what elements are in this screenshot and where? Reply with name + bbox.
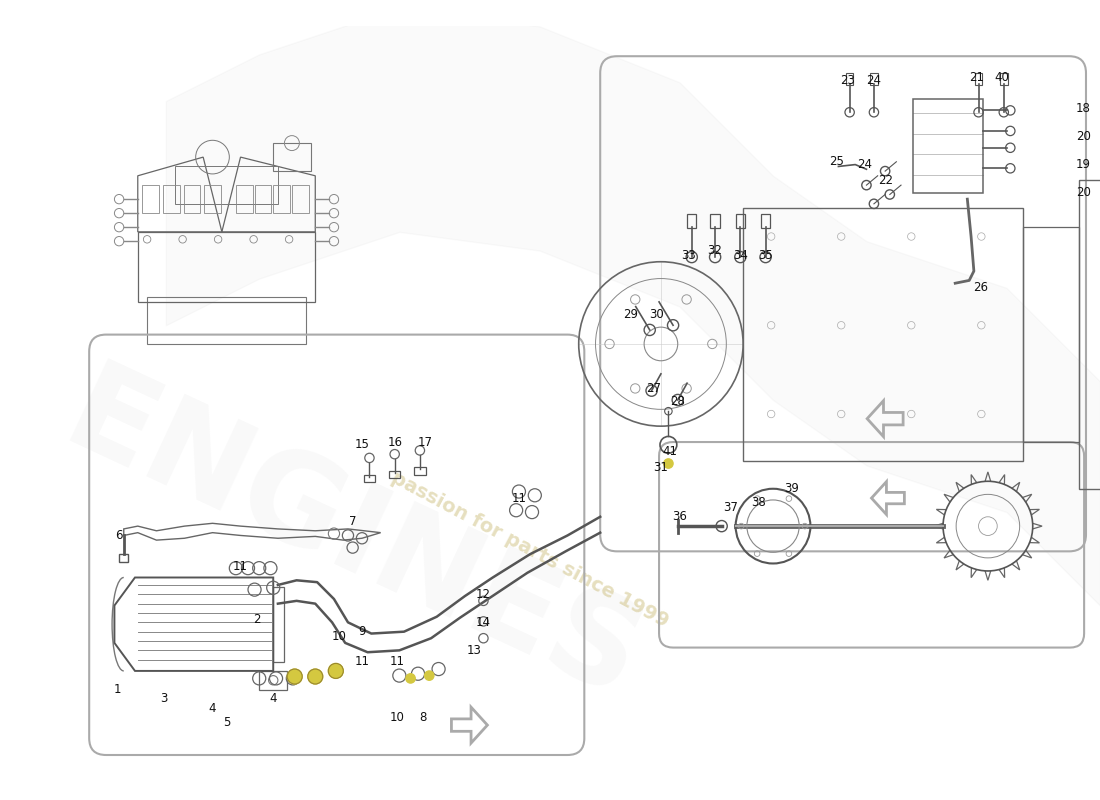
Text: 27: 27 [646, 382, 661, 395]
Bar [688, 214, 696, 228]
Text: 3: 3 [161, 693, 167, 706]
Circle shape [287, 669, 303, 684]
Text: 35: 35 [758, 249, 773, 262]
Bar [1079, 181, 1100, 489]
Text: 14: 14 [476, 616, 491, 629]
Bar [235, 185, 253, 213]
Bar [163, 185, 179, 213]
Text: 31: 31 [653, 461, 669, 474]
Bar [364, 474, 375, 482]
Text: 21: 21 [969, 71, 984, 84]
Text: 19: 19 [1076, 158, 1091, 171]
Bar [975, 73, 982, 85]
Bar [175, 166, 278, 204]
Bar [292, 185, 309, 213]
Text: 16: 16 [387, 435, 403, 449]
Text: 11: 11 [233, 560, 248, 573]
Bar [389, 471, 400, 478]
Text: 7: 7 [349, 515, 356, 528]
Text: 34: 34 [733, 249, 748, 262]
Text: 20: 20 [1076, 186, 1090, 199]
Text: 18: 18 [1076, 102, 1090, 115]
Bar [761, 214, 770, 228]
Bar [142, 185, 160, 213]
Bar [870, 73, 878, 85]
Bar [147, 298, 306, 344]
Bar [846, 73, 854, 85]
Text: 32: 32 [707, 244, 723, 257]
Text: 24: 24 [857, 158, 872, 171]
Bar [273, 185, 290, 213]
Circle shape [406, 674, 415, 683]
Bar [711, 214, 719, 228]
Text: ENGINES: ENGINES [46, 354, 659, 726]
Text: 40: 40 [994, 71, 1010, 84]
Bar [913, 99, 983, 193]
Text: 13: 13 [466, 644, 482, 657]
Text: 4: 4 [270, 693, 277, 706]
Text: 22: 22 [878, 174, 892, 187]
Bar [273, 143, 310, 171]
Text: 10: 10 [390, 711, 405, 724]
Text: 33: 33 [682, 249, 696, 262]
Text: 15: 15 [354, 438, 370, 451]
Text: 17: 17 [418, 435, 433, 449]
Text: 10: 10 [331, 630, 346, 643]
Text: 25: 25 [829, 155, 844, 168]
Bar [736, 214, 745, 228]
Bar [415, 467, 426, 474]
Text: passion for parts since 1999: passion for parts since 1999 [388, 468, 672, 631]
Text: 4: 4 [209, 702, 217, 714]
Text: 12: 12 [476, 588, 491, 601]
Text: 11: 11 [390, 655, 405, 668]
Circle shape [425, 671, 433, 680]
Bar [1000, 73, 1008, 85]
Bar [138, 232, 316, 302]
Text: 5: 5 [223, 716, 230, 729]
Bar [273, 587, 285, 662]
Bar [119, 554, 129, 562]
Text: 9: 9 [359, 625, 365, 638]
Bar [254, 185, 272, 213]
Bar [184, 185, 200, 213]
Text: 28: 28 [670, 395, 685, 408]
Text: 41: 41 [663, 445, 678, 458]
Circle shape [308, 669, 322, 684]
Text: 11: 11 [512, 491, 527, 505]
Bar [205, 185, 221, 213]
Text: 2: 2 [254, 613, 261, 626]
Bar [260, 671, 287, 690]
Text: 36: 36 [672, 510, 688, 523]
Text: 29: 29 [624, 307, 638, 321]
Text: 37: 37 [724, 501, 738, 514]
Bar [1023, 227, 1079, 442]
Text: 23: 23 [840, 74, 855, 87]
Circle shape [328, 663, 343, 678]
Text: 8: 8 [419, 711, 427, 724]
Bar [744, 209, 1023, 461]
Text: 11: 11 [354, 655, 370, 668]
Text: 24: 24 [867, 74, 881, 87]
Text: 20: 20 [1076, 130, 1090, 143]
Text: 1: 1 [113, 683, 121, 696]
Text: 26: 26 [972, 282, 988, 294]
Text: 30: 30 [649, 307, 663, 321]
Circle shape [663, 459, 673, 468]
Text: 38: 38 [751, 496, 767, 510]
Text: 39: 39 [784, 482, 800, 495]
Text: 6: 6 [116, 529, 123, 542]
